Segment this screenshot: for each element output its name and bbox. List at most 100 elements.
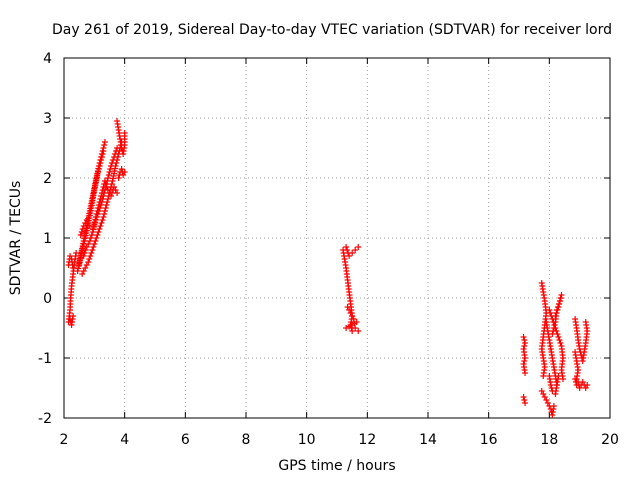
data-point	[93, 211, 100, 217]
data-point	[104, 196, 111, 202]
data-point	[344, 247, 351, 253]
data-point	[522, 355, 529, 361]
data-point	[556, 301, 563, 307]
data-point	[101, 211, 108, 217]
data-point	[110, 157, 117, 163]
axis-ticks	[63, 57, 611, 419]
data-point	[92, 238, 99, 244]
data-point	[104, 175, 111, 181]
x-axis-label: GPS time / hours	[278, 458, 395, 474]
data-point	[90, 244, 97, 250]
data-point	[554, 307, 561, 313]
data-point	[95, 202, 102, 208]
data-point	[98, 190, 105, 196]
data-points	[65, 118, 591, 418]
data-point	[111, 154, 118, 160]
data-point	[540, 373, 547, 379]
data-point	[101, 139, 108, 145]
data-point	[99, 217, 106, 223]
data-point	[350, 316, 357, 322]
data-point	[95, 169, 102, 175]
data-point	[88, 250, 95, 256]
data-point	[554, 331, 561, 337]
data-point	[86, 238, 93, 244]
data-point	[522, 370, 529, 376]
x-tick-label: 16	[480, 432, 498, 448]
data-point	[553, 310, 560, 316]
data-point	[121, 169, 128, 175]
data-point	[85, 259, 92, 265]
data-point	[97, 223, 104, 229]
grid-lines	[64, 58, 610, 418]
data-point	[582, 319, 589, 325]
data-point	[103, 184, 110, 190]
data-point	[78, 229, 85, 235]
data-point	[106, 169, 113, 175]
chart-title: Day 261 of 2019, Sidereal Day-to-day VTE…	[52, 22, 612, 38]
data-point	[87, 253, 94, 259]
data-point	[520, 394, 527, 400]
data-point	[550, 328, 557, 334]
data-point	[109, 190, 116, 196]
data-point	[349, 328, 356, 334]
y-tick-label: -1	[38, 351, 52, 367]
data-point	[556, 337, 563, 343]
x-tick-label: 12	[358, 432, 376, 448]
x-tick-label: 4	[120, 432, 129, 448]
data-point	[99, 151, 106, 157]
data-point	[349, 322, 356, 328]
data-point	[114, 190, 121, 196]
data-point	[98, 193, 105, 199]
data-point	[355, 328, 362, 334]
data-point	[100, 214, 107, 220]
data-point	[573, 376, 580, 382]
data-point	[549, 331, 556, 337]
x-tick-label: 18	[540, 432, 558, 448]
y-tick-labels: -2 -1 0 1 2 3 4	[38, 51, 52, 427]
data-point	[521, 397, 528, 403]
data-point	[96, 163, 103, 169]
data-point	[95, 205, 102, 211]
data-point	[521, 358, 528, 364]
data-point	[94, 232, 101, 238]
data-point	[98, 157, 105, 163]
data-point	[109, 160, 116, 166]
data-point	[70, 313, 77, 319]
data-point	[113, 148, 120, 154]
data-point	[93, 235, 100, 241]
data-point	[555, 373, 562, 379]
data-point	[576, 346, 583, 352]
data-point	[352, 247, 359, 253]
data-point	[558, 292, 565, 298]
data-point	[98, 220, 105, 226]
data-point	[94, 172, 101, 178]
data-point	[115, 175, 122, 181]
data-point	[79, 226, 86, 232]
data-point	[112, 151, 119, 157]
data-point	[108, 163, 115, 169]
data-point	[584, 382, 591, 388]
data-point	[102, 205, 109, 211]
x-tick-label: 10	[298, 432, 316, 448]
data-point	[86, 256, 93, 262]
data-point	[346, 323, 353, 330]
data-point	[108, 193, 115, 199]
data-point	[352, 325, 359, 331]
data-point	[97, 196, 104, 202]
y-tick-label: 4	[43, 51, 52, 67]
x-tick-labels: 2 4 6 8 10 12 14 16 18 20	[60, 432, 619, 448]
data-point	[355, 244, 362, 250]
data-point	[100, 148, 107, 154]
x-tick-label: 6	[181, 432, 190, 448]
data-point	[555, 304, 562, 310]
y-tick-label: 0	[43, 291, 52, 307]
data-point	[88, 232, 95, 238]
data-point	[95, 229, 102, 235]
y-axis-label: SDTVAR / TECUs	[8, 181, 24, 296]
data-point	[105, 172, 112, 178]
data-point	[521, 343, 528, 349]
data-point	[77, 232, 84, 238]
data-point	[522, 340, 529, 346]
data-point	[104, 199, 111, 205]
data-point	[98, 154, 105, 160]
